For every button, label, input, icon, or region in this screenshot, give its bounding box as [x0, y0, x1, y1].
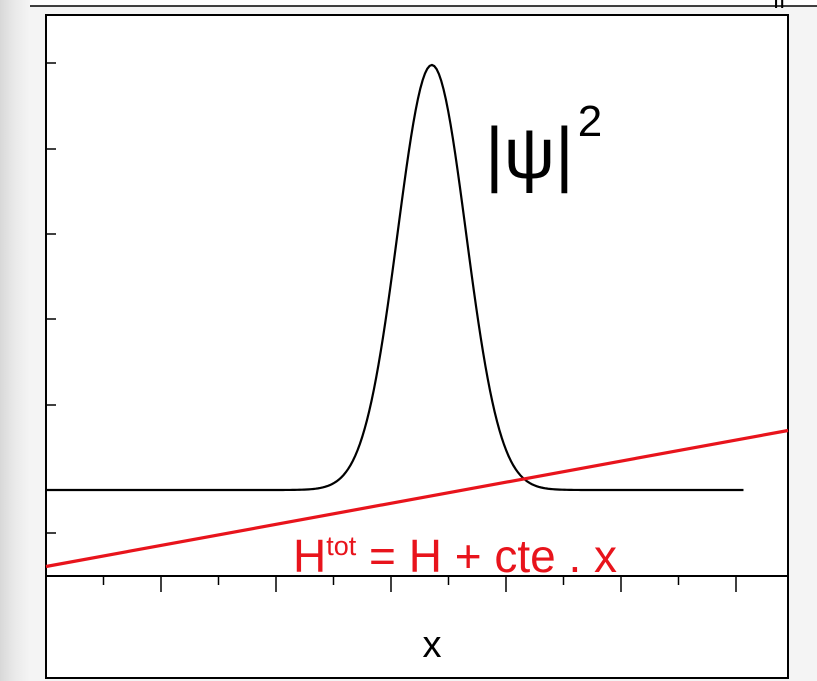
top-strip — [30, 0, 817, 6]
x-axis-label: x — [423, 624, 442, 666]
top-right-fragment: II — [773, 0, 785, 13]
xlabel-panel — [46, 576, 788, 678]
